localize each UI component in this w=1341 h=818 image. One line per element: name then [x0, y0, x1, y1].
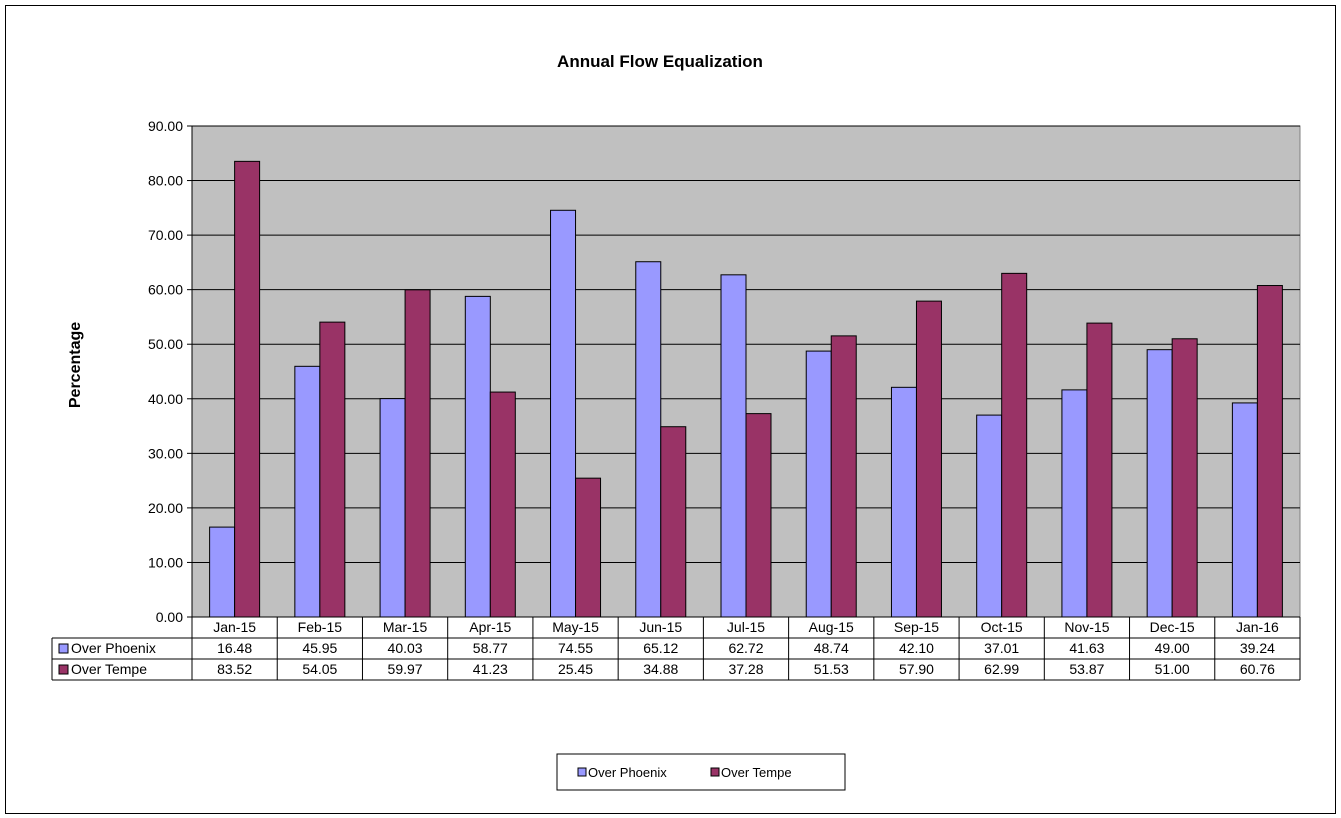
data-label: 53.87	[1069, 661, 1104, 677]
data-label: 51.53	[814, 661, 849, 677]
table-series-name: Over Phoenix	[71, 640, 156, 656]
y-tick-label: 50.00	[148, 336, 183, 352]
bar-over-phoenix	[1061, 389, 1088, 618]
plot-area: 0.00 10.00 20.00 30.00 40.00 50.00 60.00 70.00 8…	[148, 118, 1301, 625]
bar-over-phoenix	[550, 209, 577, 618]
data-label: 54.05	[302, 661, 337, 677]
bar-over-tempe	[404, 289, 431, 618]
chart-title: Annual Flow Equalization	[557, 52, 763, 71]
category-label: Oct-15	[981, 619, 1023, 635]
data-label: 45.95	[302, 640, 337, 656]
legend: Over Phoenix Over Tempe	[556, 753, 846, 791]
bar-over-tempe	[319, 321, 346, 618]
bar-over-phoenix	[976, 414, 1003, 618]
legend-label: Over Phoenix	[588, 765, 667, 780]
bar-over-tempe	[660, 426, 687, 618]
y-tick-label: 80.00	[148, 173, 183, 189]
bar-over-tempe	[489, 391, 516, 618]
data-label: 16.48	[217, 640, 252, 656]
data-label: 37.28	[728, 661, 763, 677]
data-label: 51.00	[1155, 661, 1190, 677]
data-label: 34.88	[643, 661, 678, 677]
legend-swatch	[577, 767, 587, 777]
bar-over-phoenix	[805, 350, 832, 618]
bar-over-phoenix	[379, 398, 406, 618]
bar-over-tempe	[915, 300, 942, 618]
bar-over-tempe	[1256, 285, 1283, 618]
bar-over-tempe	[1001, 272, 1028, 618]
category-label: Jul-15	[727, 619, 765, 635]
bar-over-phoenix	[1146, 349, 1173, 618]
y-tick-label: 60.00	[148, 282, 183, 298]
data-label: 49.00	[1155, 640, 1190, 656]
data-label: 39.24	[1240, 640, 1275, 656]
data-label: 25.45	[558, 661, 593, 677]
legend-swatch	[710, 767, 720, 777]
bar-over-phoenix	[209, 526, 236, 618]
data-label: 74.55	[558, 640, 593, 656]
bar-over-tempe	[1086, 322, 1113, 618]
data-label: 62.99	[984, 661, 1019, 677]
data-label: 58.77	[473, 640, 508, 656]
data-label: 57.90	[899, 661, 934, 677]
bar-over-phoenix	[464, 295, 491, 618]
legend-box	[556, 753, 846, 791]
bar-over-phoenix	[294, 365, 321, 618]
category-label: Jun-15	[639, 619, 682, 635]
bar-over-phoenix	[1231, 402, 1258, 618]
data-label: 40.03	[388, 640, 423, 656]
data-label: 60.76	[1240, 661, 1275, 677]
data-label: 41.63	[1069, 640, 1104, 656]
data-label: 37.01	[984, 640, 1019, 656]
category-label: Sep-15	[894, 619, 939, 635]
data-label: 59.97	[388, 661, 423, 677]
data-label: 65.12	[643, 640, 678, 656]
data-label: 48.74	[814, 640, 849, 656]
data-table: Jan-15 Feb-15 Mar-15 Apr-15 May-15 Jun-15 Jul-…	[51, 616, 1301, 681]
category-label: Apr-15	[469, 619, 511, 635]
category-label: Feb-15	[298, 619, 343, 635]
y-axis-label: Percentage	[67, 322, 84, 408]
y-tick-label: 90.00	[148, 118, 183, 134]
y-tick-label: 0.00	[156, 609, 183, 625]
category-label: Mar-15	[383, 619, 428, 635]
legend-label: Over Tempe	[721, 765, 792, 780]
table-series-swatch	[58, 664, 69, 675]
category-label: May-15	[552, 619, 599, 635]
data-label: 42.10	[899, 640, 934, 656]
y-tick-label: 10.00	[148, 554, 183, 570]
data-label: 83.52	[217, 661, 252, 677]
bar-over-phoenix	[890, 386, 917, 618]
category-label: Dec-15	[1150, 619, 1195, 635]
y-tick-label: 20.00	[148, 500, 183, 516]
category-label: Jan-15	[213, 619, 256, 635]
bar-over-tempe	[1171, 338, 1198, 618]
y-tick-label: 40.00	[148, 391, 183, 407]
bar-over-tempe	[830, 335, 857, 618]
bar-over-phoenix	[720, 274, 747, 618]
category-label: Nov-15	[1064, 619, 1109, 635]
y-tick-label: 30.00	[148, 445, 183, 461]
category-label: Aug-15	[809, 619, 854, 635]
bar-over-tempe	[234, 160, 261, 618]
data-label: 41.23	[473, 661, 508, 677]
bar-over-phoenix	[635, 261, 662, 618]
bar-over-tempe	[575, 477, 602, 618]
table-series-name: Over Tempe	[71, 661, 147, 677]
bar-over-tempe	[745, 413, 772, 618]
data-label: 62.72	[728, 640, 763, 656]
table-series-swatch	[58, 643, 69, 654]
y-tick-label: 70.00	[148, 227, 183, 243]
category-label: Jan-16	[1236, 619, 1279, 635]
